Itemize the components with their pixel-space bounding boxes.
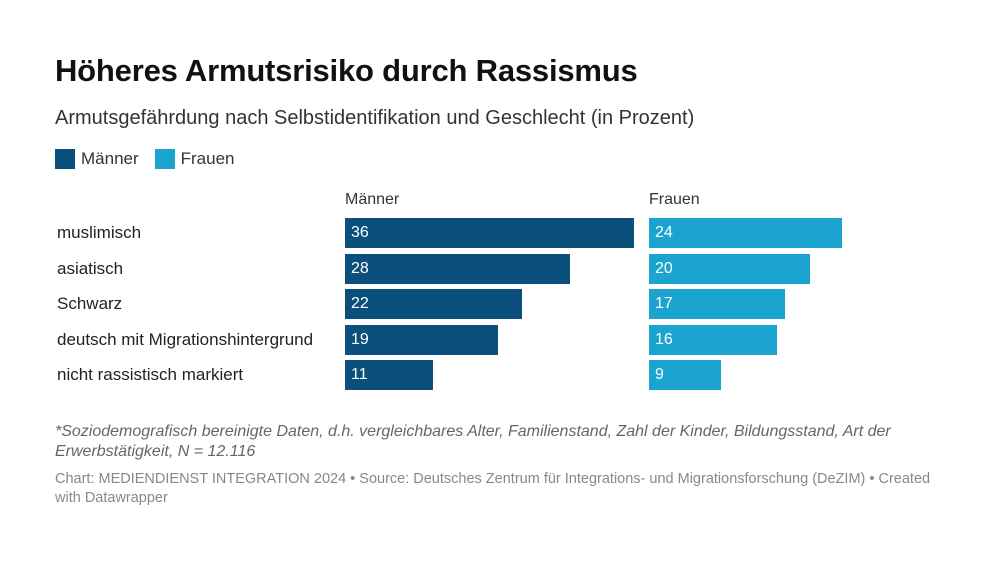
panel-header-frauen: Frauen <box>649 191 700 208</box>
bar-maenner <box>345 254 570 284</box>
panel-header-maenner: Männer <box>345 191 400 208</box>
legend-item-frauen: Frauen <box>154 149 235 169</box>
legend-swatch-frauen <box>154 149 175 169</box>
bar-value-label: 28 <box>351 260 369 277</box>
bar-value-label: 9 <box>655 366 664 383</box>
bar-value-label: 16 <box>655 331 673 348</box>
chart-title: Höheres Armutsrisiko durch Rassismus <box>55 53 638 88</box>
category-label: muslimisch <box>57 223 142 242</box>
bar-value-label: 36 <box>351 224 369 241</box>
legend-swatch-maenner <box>55 149 75 169</box>
bar-maenner <box>345 360 433 390</box>
bar-frauen <box>649 289 785 319</box>
bar-maenner <box>345 325 498 355</box>
bar-value-label: 22 <box>351 295 369 312</box>
bar-value-label: 24 <box>655 224 673 241</box>
legend-label-maenner: Männer <box>81 149 139 168</box>
bar-frauen <box>649 360 721 390</box>
bar-value-label: 11 <box>351 366 368 383</box>
bar-frauen <box>649 325 777 355</box>
category-label: nicht rassistisch markiert <box>57 365 244 384</box>
bar-value-label: 20 <box>655 260 673 277</box>
bar-value-label: 19 <box>351 331 369 348</box>
bar-maenner <box>345 218 634 248</box>
category-label: deutsch mit Migrationshintergrund <box>57 330 314 349</box>
category-label: asiatisch <box>57 259 124 278</box>
legend-label-frauen: Frauen <box>180 149 235 168</box>
chart-subtitle: Armutsgefährdung nach Selbstidentifikati… <box>55 107 695 129</box>
bar-value-label: 17 <box>655 295 673 312</box>
legend-item-maenner: Männer <box>55 149 139 169</box>
chart-notes: *Soziodemografisch bereinigte Daten, d.h… <box>55 423 891 460</box>
bar-maenner <box>345 289 522 319</box>
legend: Männer Frauen <box>55 149 251 169</box>
category-label: Schwarz <box>57 294 123 313</box>
bar-frauen <box>649 218 842 248</box>
bar-frauen <box>649 254 810 284</box>
chart-footer: Chart: MEDIENDIENST INTEGRATION 2024 • S… <box>55 471 931 506</box>
